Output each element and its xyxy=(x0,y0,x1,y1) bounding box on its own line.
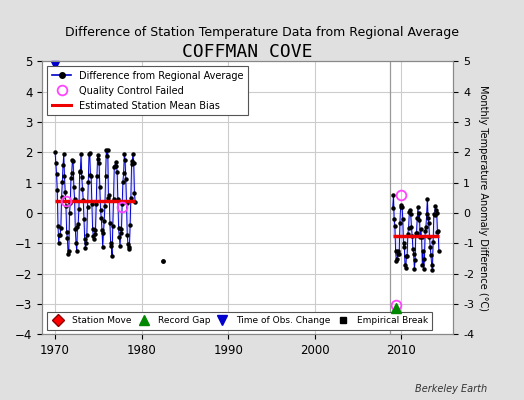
Title: COFFMAN COVE: COFFMAN COVE xyxy=(182,43,313,61)
Text: Berkeley Earth: Berkeley Earth xyxy=(415,384,487,394)
Legend: Station Move, Record Gap, Time of Obs. Change, Empirical Break: Station Move, Record Gap, Time of Obs. C… xyxy=(47,312,432,330)
Text: Difference of Station Temperature Data from Regional Average: Difference of Station Temperature Data f… xyxy=(65,26,459,39)
Y-axis label: Monthly Temperature Anomaly Difference (°C): Monthly Temperature Anomaly Difference (… xyxy=(478,85,488,311)
